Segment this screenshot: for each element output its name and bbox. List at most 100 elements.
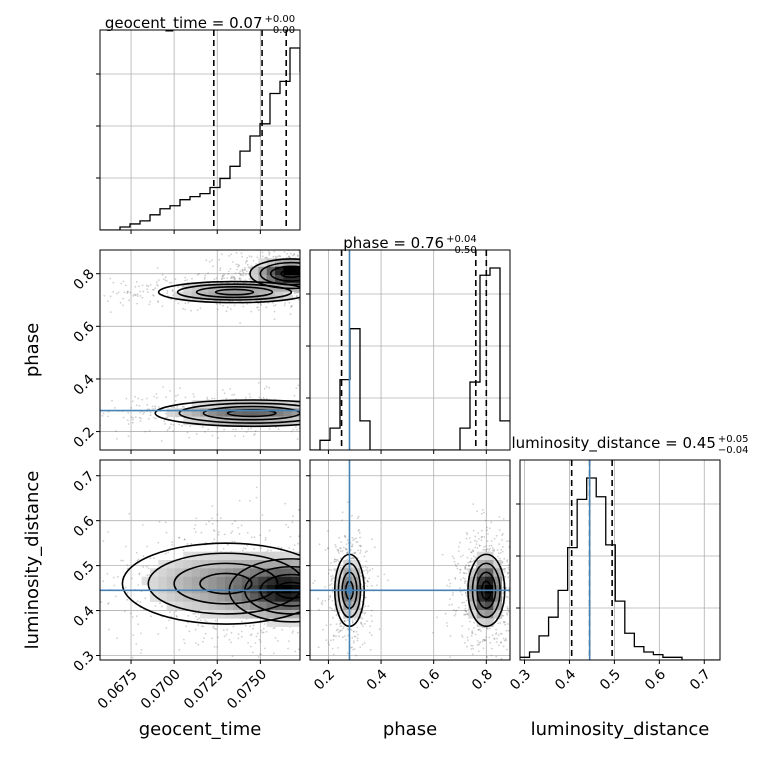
density-luminosity_distance-vs-geocent_time-sample — [17, 546, 19, 548]
density-luminosity_distance-vs-phase-density-cell — [335, 601, 344, 611]
density-luminosity_distance-vs-phase-sample — [376, 661, 378, 663]
density-phase-vs-geocent_time-sample — [268, 386, 271, 389]
density-phase-vs-geocent_time-sample — [119, 301, 122, 304]
density-luminosity_distance-vs-geocent_time-sample — [194, 524, 197, 526]
density-luminosity_distance-vs-geocent_time-sample — [297, 508, 300, 511]
density-luminosity_distance-vs-phase-sample — [502, 533, 504, 535]
density-luminosity_distance-vs-geocent_time-density-cell — [183, 601, 192, 611]
density-luminosity_distance-vs-phase-sample — [487, 533, 489, 535]
density-luminosity_distance-vs-phase-sample — [476, 510, 478, 512]
density-phase-vs-geocent_time-sample — [275, 256, 278, 259]
density-luminosity_distance-vs-phase-sample — [514, 583, 516, 585]
density-luminosity_distance-vs-geocent_time-sample — [193, 527, 196, 530]
density-phase-vs-geocent_time-sample — [157, 285, 159, 287]
density-luminosity_distance-vs-phase-sample — [453, 560, 456, 563]
density-luminosity_distance-vs-phase-sample — [343, 620, 346, 623]
density-luminosity_distance-vs-phase-sample — [457, 550, 460, 552]
density-luminosity_distance-vs-phase-sample — [333, 610, 336, 612]
density-luminosity_distance-vs-phase-sample — [482, 549, 484, 551]
density-luminosity_distance-vs-phase-sample — [470, 551, 473, 554]
density-phase-vs-geocent_time-sample — [127, 411, 130, 414]
density-phase-vs-geocent_time-sample — [169, 390, 171, 392]
density-phase-vs-geocent_time-sample — [303, 425, 305, 427]
density-phase-vs-geocent_time-density-cell — [233, 400, 242, 409]
density-phase-vs-geocent_time-sample — [303, 269, 305, 271]
density-phase-vs-geocent_time-sample — [233, 277, 236, 280]
density-luminosity_distance-vs-phase-sample — [432, 631, 434, 634]
density-luminosity_distance-vs-geocent_time-sample — [272, 652, 275, 655]
density-phase-vs-geocent_time-sample — [213, 397, 216, 400]
density-luminosity_distance-vs-phase-sample — [354, 552, 357, 554]
density-luminosity_distance-vs-phase-sample — [476, 547, 479, 549]
density-luminosity_distance-vs-phase-sample — [352, 539, 354, 542]
density-phase-vs-geocent_time-sample — [227, 273, 230, 275]
density-phase-vs-geocent_time-sample — [234, 435, 236, 437]
density-luminosity_distance-vs-phase-sample — [367, 605, 370, 607]
density-phase-vs-geocent_time-sample — [184, 279, 187, 282]
density-luminosity_distance-vs-geocent_time-density-cell — [225, 568, 234, 577]
density-phase-vs-geocent_time-sample — [250, 427, 253, 430]
density-luminosity_distance-vs-geocent_time-sample — [216, 636, 219, 639]
density-luminosity_distance-vs-phase-sample — [345, 548, 347, 551]
density-luminosity_distance-vs-geocent_time-sample — [185, 625, 188, 628]
density-phase-vs-geocent_time-sample — [139, 420, 142, 422]
density-luminosity_distance-vs-phase-sample — [481, 640, 484, 643]
density-luminosity_distance-vs-geocent_time-sample — [195, 517, 198, 520]
density-phase-vs-geocent_time-sample — [230, 253, 233, 256]
density-phase-vs-geocent_time-sample — [273, 310, 276, 313]
density-luminosity_distance-vs-phase-density-cell — [476, 618, 486, 627]
density-phase-vs-geocent_time-sample — [264, 256, 267, 259]
density-luminosity_distance-vs-geocent_time-sample — [301, 566, 303, 568]
density-luminosity_distance-vs-geocent_time-density-cell — [183, 551, 192, 561]
density-phase-vs-geocent_time-sample — [227, 270, 230, 273]
density-phase-vs-geocent_time-sample — [305, 290, 307, 292]
density-phase-vs-geocent_time-sample — [134, 395, 136, 398]
density-luminosity_distance-vs-geocent_time-density-cell — [225, 551, 234, 561]
density-phase-vs-geocent_time-sample — [163, 420, 166, 422]
density-luminosity_distance-vs-phase-sample — [483, 511, 485, 514]
density-luminosity_distance-vs-geocent_time-sample — [305, 569, 307, 571]
density-phase-vs-geocent_time-sample — [294, 292, 296, 295]
density-luminosity_distance-vs-phase-sample — [350, 557, 352, 560]
density-luminosity_distance-vs-phase-sample — [465, 599, 468, 602]
density-luminosity_distance-vs-geocent_time-sample — [252, 627, 255, 630]
density-phase-vs-geocent_time-sample — [303, 420, 305, 422]
density-luminosity_distance-vs-geocent_time-sample — [150, 615, 152, 618]
density-luminosity_distance-vs-phase-sample — [497, 644, 500, 647]
density-luminosity_distance-vs-phase-sample — [517, 544, 519, 546]
density-luminosity_distance-vs-geocent_time-sample — [131, 577, 134, 580]
density-phase-vs-geocent_time-sample — [283, 304, 286, 307]
density-luminosity_distance-vs-phase-sample — [459, 587, 461, 589]
density-luminosity_distance-vs-geocent_time-sample — [157, 541, 160, 544]
density-phase-vs-geocent_time-sample — [256, 244, 258, 246]
density-phase-vs-geocent_time-contour — [249, 258, 300, 290]
density-phase-vs-geocent_time-sample — [245, 270, 248, 273]
density-phase-vs-geocent_time-sample — [307, 289, 309, 291]
density-luminosity_distance-vs-phase-sample — [466, 613, 468, 615]
density-phase-vs-geocent_time-density-cell — [275, 266, 284, 276]
density-luminosity_distance-vs-geocent_time-density-cell — [250, 610, 259, 619]
density-luminosity_distance-vs-geocent_time-border — [99, 459, 301, 661]
density-phase-vs-geocent_time-sample — [247, 266, 250, 268]
density-luminosity_distance-vs-geocent_time-sample — [194, 628, 197, 631]
density-phase-vs-geocent_time-sample — [303, 293, 305, 295]
density-luminosity_distance-vs-geocent_time-sample — [307, 575, 309, 577]
density-luminosity_distance-vs-geocent_time-sample — [182, 549, 185, 552]
density-luminosity_distance-vs-geocent_time-sample — [265, 630, 268, 633]
density-phase-vs-geocent_time-sample — [254, 430, 257, 433]
density-luminosity_distance-vs-phase-sample — [371, 567, 374, 570]
density-luminosity_distance-vs-geocent_time-sample — [304, 577, 306, 579]
density-luminosity_distance-vs-phase-sample — [370, 634, 373, 637]
density-phase-vs-geocent_time-sample — [289, 313, 292, 316]
density-phase-vs-geocent_time-sample — [177, 302, 180, 305]
density-luminosity_distance-vs-phase-sample — [464, 604, 467, 607]
density-luminosity_distance-vs-geocent_time-sample — [249, 634, 252, 637]
density-phase-vs-geocent_time-sample — [136, 295, 139, 297]
density-luminosity_distance-vs-geocent_time-sample — [198, 617, 201, 620]
density-luminosity_distance-vs-phase-sample — [452, 591, 454, 594]
density-phase-vs-geocent_time-sample — [102, 412, 105, 415]
density-phase-vs-geocent_time-sample — [258, 396, 261, 399]
density-luminosity_distance-vs-phase-sample — [472, 647, 475, 650]
density-luminosity_distance-vs-geocent_time-sample — [230, 641, 233, 644]
density-luminosity_distance-vs-geocent_time-sample — [306, 552, 308, 554]
